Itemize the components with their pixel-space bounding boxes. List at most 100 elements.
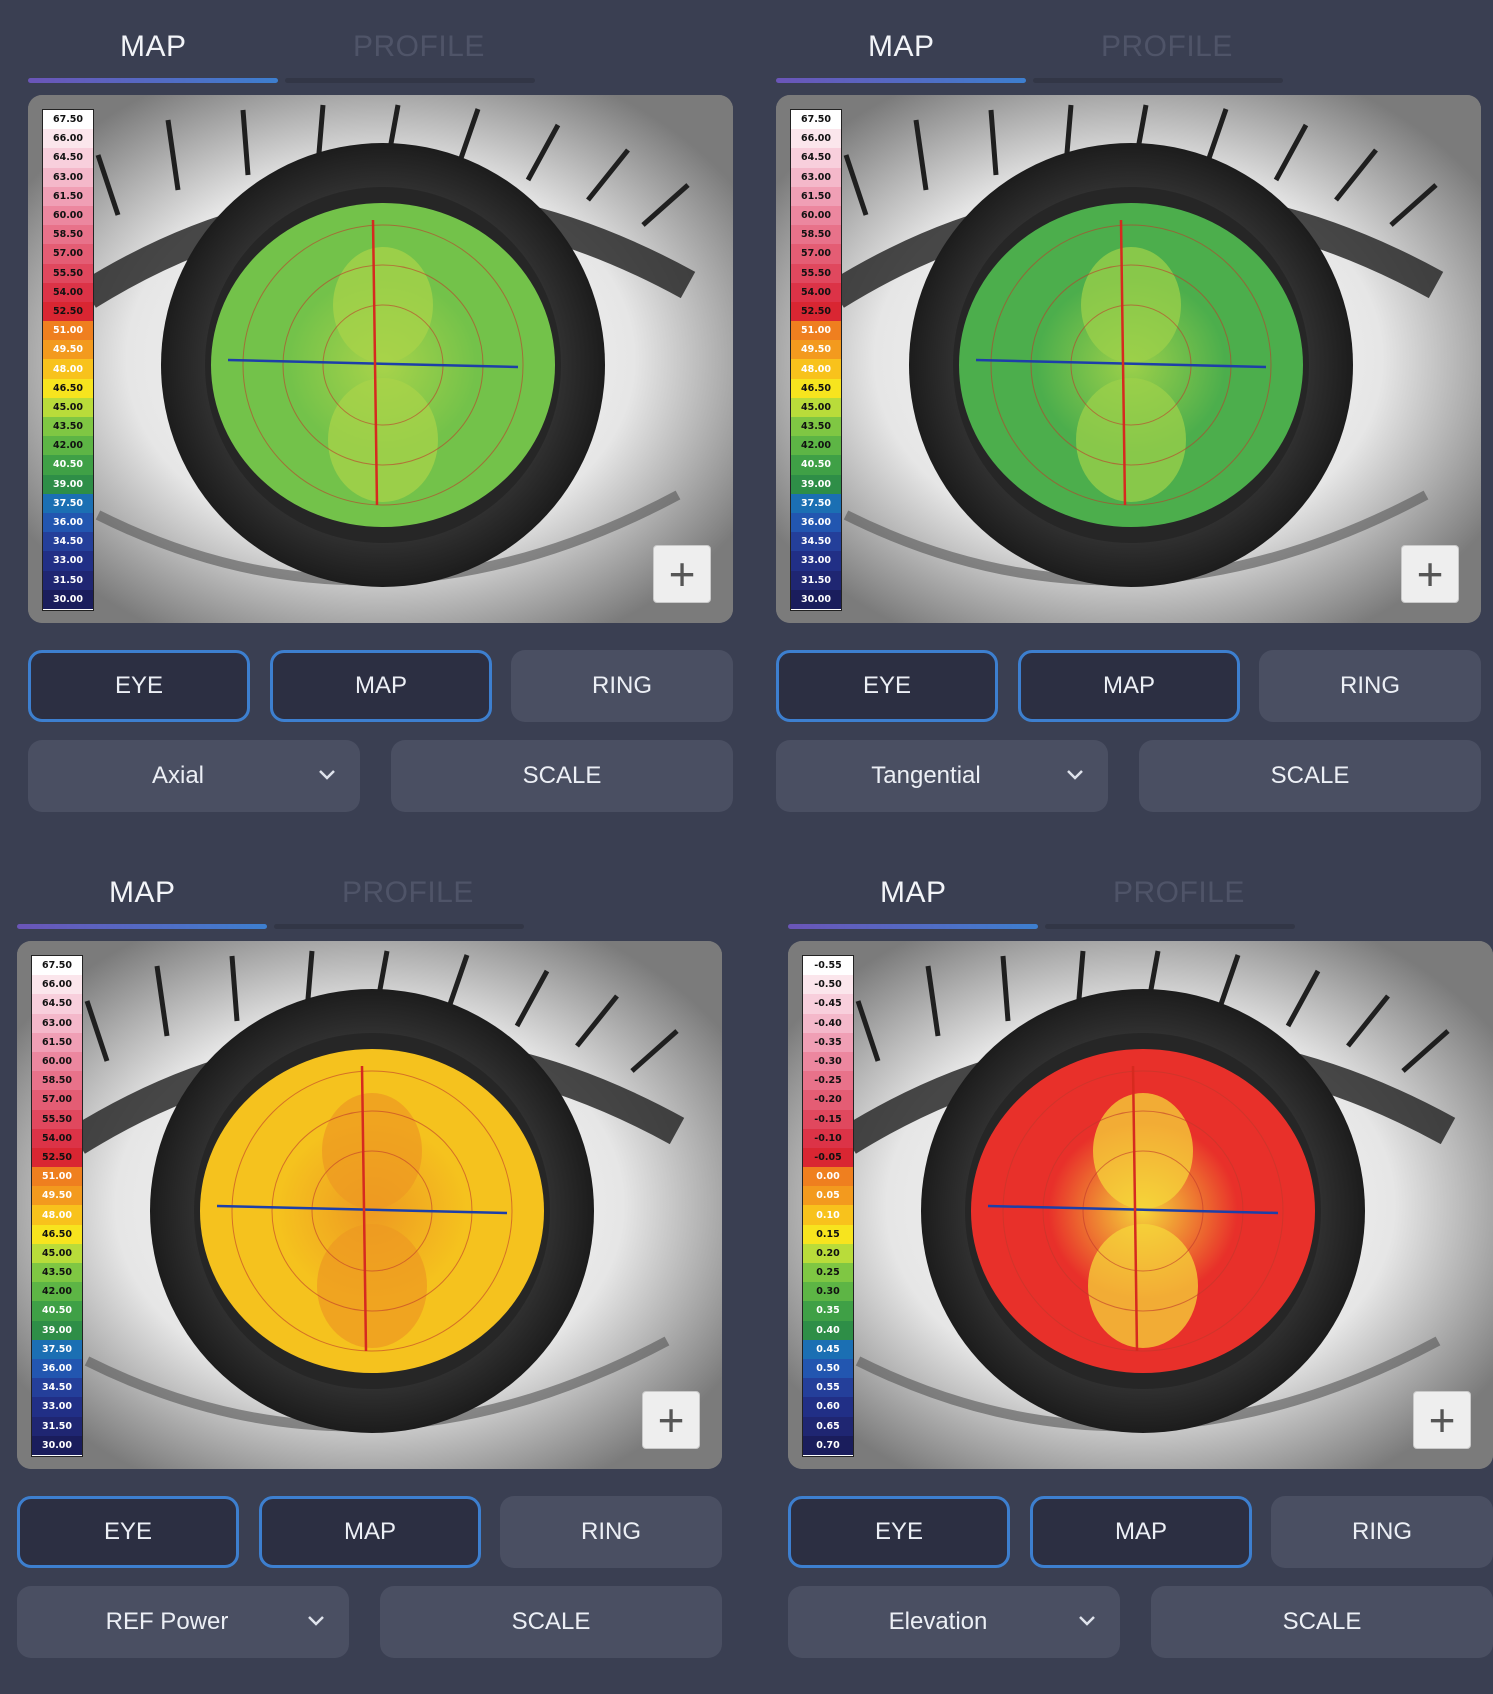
scale-value: 0.65 [803,1416,853,1436]
map-button[interactable]: MAP [270,650,492,722]
scale-value: 30.00 [791,589,841,609]
scale-button[interactable]: SCALE [1139,740,1481,812]
scale-value: 40.50 [791,455,841,475]
chevron-down-icon [319,770,335,780]
scale-value: 66.00 [43,129,93,149]
scale-value: 51.00 [32,1167,82,1187]
color-scale-legend: 67.50 66.00 64.50 63.00 61.50 60.00 58.50 57.00… [31,955,83,1457]
scale-value: 39.00 [791,474,841,494]
eye-button[interactable]: EYE [788,1496,1010,1568]
scale-value: 61.50 [791,186,841,206]
eye-image [776,95,1481,623]
scale-value: 60.00 [32,1051,82,1072]
scale-value: 36.00 [32,1358,82,1379]
tab-profile[interactable]: PROFILE [1113,876,1245,909]
scale-value: 34.50 [32,1378,82,1398]
tab-map-indicator [788,924,1038,929]
eye-map-viewer[interactable]: 67.50 66.00 64.50 63.00 61.50 60.00 58.50 57.00… [17,941,722,1469]
map-type-value: Axial [151,762,205,789]
scale-value: 0.40 [803,1320,853,1340]
map-type-value: Tangential [871,762,981,789]
scale-value: 63.00 [43,167,93,187]
map-type-select[interactable]: Tangential [776,740,1108,812]
eye-map-viewer[interactable]: 67.50 66.00 64.50 63.00 61.50 60.00 58.50 57.00… [776,95,1481,623]
scale-value: 64.50 [43,148,93,168]
scale-value: 0.35 [803,1301,853,1321]
ring-button[interactable]: RING [511,650,733,722]
scale-value: 39.00 [32,1320,82,1340]
scale-value: 48.00 [791,359,841,379]
scale-value: 63.00 [32,1013,82,1033]
zoom-in-button[interactable]: + [1413,1391,1471,1449]
zoom-in-button[interactable]: + [642,1391,700,1449]
zoom-in-button[interactable]: + [1401,545,1459,603]
map-panel-elevation: MAP PROFILE [788,846,1493,1676]
scale-value: 37.50 [791,493,841,513]
scale-value: 61.50 [43,186,93,206]
eye-button[interactable]: EYE [776,650,998,722]
tab-profile[interactable]: PROFILE [353,30,485,63]
scale-value: 55.50 [43,263,93,283]
chevron-down-icon [1067,770,1083,780]
scale-value: 36.00 [43,512,93,533]
scale-value: 37.50 [32,1339,82,1359]
map-button[interactable]: MAP [1018,650,1240,722]
scale-value: 52.50 [43,301,93,322]
scale-value: 45.00 [43,397,93,417]
eye-map-viewer[interactable]: 67.50 66.00 64.50 63.00 61.50 60.00 58.50 57.00… [28,95,733,623]
zoom-in-button[interactable]: + [653,545,711,603]
scale-value: 0.05 [803,1186,853,1206]
tab-map-indicator [17,924,267,929]
scale-value: 0.00 [803,1167,853,1187]
scale-value: 45.00 [791,397,841,417]
tab-map-indicator [776,78,1026,83]
scale-value: 30.00 [32,1435,82,1455]
eye-image [28,95,733,623]
scale-value: 0.25 [803,1263,853,1283]
map-button[interactable]: MAP [1030,1496,1252,1568]
scale-value: 60.00 [43,205,93,226]
tab-profile[interactable]: PROFILE [1101,30,1233,63]
scale-value: -0.50 [803,975,853,995]
ring-button[interactable]: RING [1259,650,1481,722]
ring-button[interactable]: RING [500,1496,722,1568]
scale-value: 31.50 [43,570,93,590]
scale-value: 0.70 [803,1435,853,1455]
scale-value: 30.00 [43,589,93,609]
scale-value: 51.00 [791,321,841,341]
tab-map[interactable]: MAP [880,876,947,909]
scale-value: 33.00 [43,551,93,571]
scale-button[interactable]: SCALE [391,740,733,812]
eye-button[interactable]: EYE [17,1496,239,1568]
map-panel-ref-power: MAP PROFILE [17,846,722,1676]
scale-value: 64.50 [791,148,841,168]
scale-value: 57.00 [43,244,93,264]
scale-button[interactable]: SCALE [380,1586,722,1658]
scale-value: 31.50 [32,1416,82,1436]
tab-bar: MAP PROFILE [788,846,1493,936]
map-type-select[interactable]: REF Power [17,1586,349,1658]
chevron-down-icon [1079,1616,1095,1626]
map-button[interactable]: MAP [259,1496,481,1568]
eye-map-viewer[interactable]: -0.55 -0.50 -0.45 -0.40 -0.35 -0.30 -0.25 -0.20… [788,941,1493,1469]
scale-value: -0.55 [803,956,853,976]
tab-map[interactable]: MAP [120,30,187,63]
map-type-select[interactable]: Axial [28,740,360,812]
scale-value: 42.00 [791,436,841,456]
scale-value: 40.50 [43,455,93,475]
tab-bar: MAP PROFILE [776,0,1481,90]
color-scale-legend: 67.50 66.00 64.50 63.00 61.50 60.00 58.50 57.00… [790,109,842,611]
eye-button[interactable]: EYE [28,650,250,722]
scale-value: 48.00 [43,359,93,379]
ring-button[interactable]: RING [1271,1496,1493,1568]
tab-map[interactable]: MAP [109,876,176,909]
scale-value: 43.50 [791,417,841,437]
tab-profile[interactable]: PROFILE [342,876,474,909]
map-panel-tangential: MAP PROFILE [776,0,1481,830]
scale-button[interactable]: SCALE [1151,1586,1493,1658]
scale-value: -0.40 [803,1013,853,1033]
map-type-select[interactable]: Elevation [788,1586,1120,1658]
scale-value: -0.05 [803,1147,853,1168]
scale-value: 67.50 [43,110,93,130]
tab-map[interactable]: MAP [868,30,935,63]
